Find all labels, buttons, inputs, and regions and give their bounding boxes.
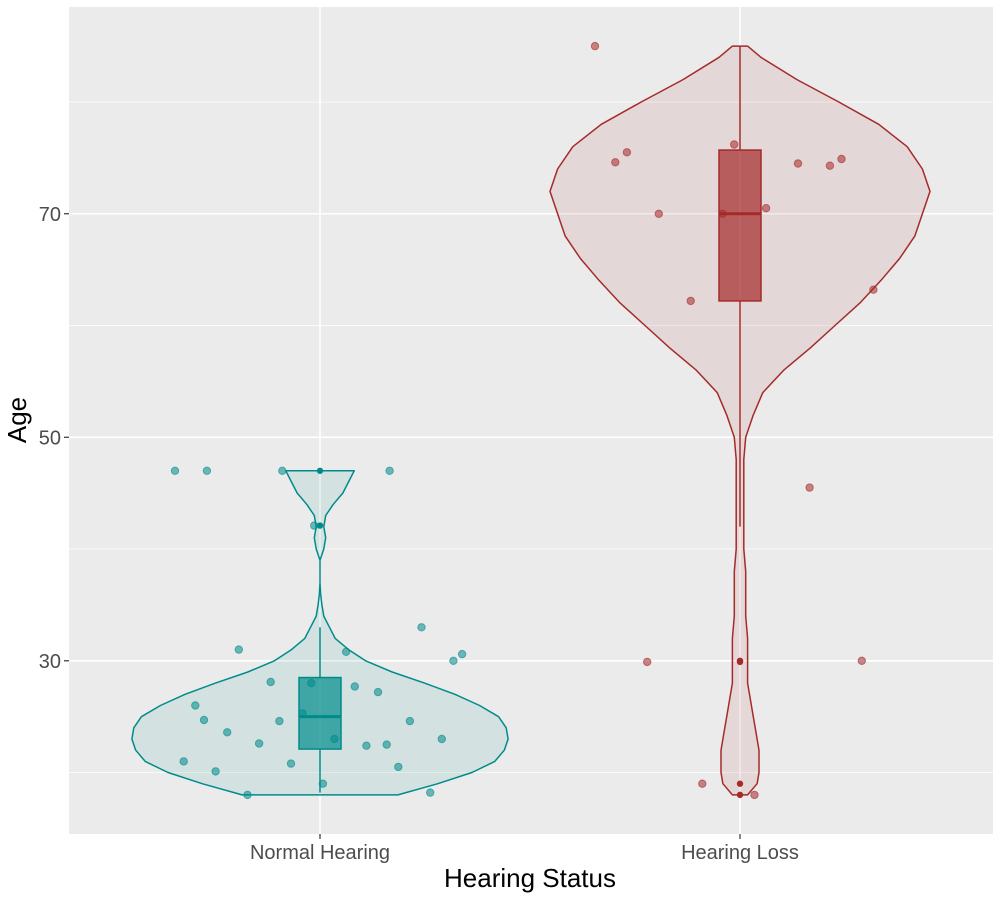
- data-point-normal-hearing: [234, 645, 244, 654]
- data-point-hearing-loss: [750, 790, 759, 800]
- outlier-point-hearing-loss: [736, 657, 744, 664]
- data-point-normal-hearing: [318, 779, 328, 788]
- data-point-hearing-loss: [590, 41, 600, 51]
- data-point-normal-hearing: [278, 466, 287, 475]
- y-tick-label: 70: [39, 204, 61, 226]
- data-point-normal-hearing: [191, 701, 200, 710]
- data-point-normal-hearing: [254, 739, 264, 748]
- axis-layer: 30 50 70 Normal Hearing Hearing Loss: [39, 204, 799, 864]
- data-point-normal-hearing: [394, 762, 403, 772]
- data-point-normal-hearing: [457, 649, 467, 659]
- data-point-hearing-loss: [611, 158, 620, 167]
- data-point-normal-hearing: [417, 623, 426, 632]
- data-point-hearing-loss: [761, 204, 771, 213]
- outlier-point-normal-hearing: [316, 467, 324, 474]
- data-point-normal-hearing: [275, 716, 284, 726]
- data-point-hearing-loss: [730, 140, 739, 149]
- data-point-normal-hearing: [179, 757, 188, 766]
- data-point-hearing-loss: [857, 656, 866, 665]
- data-point-normal-hearing: [243, 790, 252, 800]
- data-point-normal-hearing: [266, 677, 275, 687]
- data-point-normal-hearing: [211, 767, 220, 776]
- outlier-point-hearing-loss: [736, 791, 744, 799]
- box-hearing-loss: [718, 149, 762, 302]
- x-axis-title: Hearing Status: [444, 863, 616, 893]
- data-point-hearing-loss: [654, 209, 663, 219]
- data-point-hearing-loss: [869, 285, 878, 294]
- plot-panel: [69, 7, 993, 834]
- data-point-hearing-loss: [622, 148, 632, 157]
- data-point-normal-hearing: [170, 466, 180, 475]
- data-point-normal-hearing: [341, 647, 351, 656]
- data-point-hearing-loss: [698, 779, 707, 788]
- x-tick-label: Hearing Loss: [681, 842, 799, 864]
- y-tick-label: 30: [39, 651, 61, 673]
- data-point-hearing-loss: [837, 154, 846, 164]
- box-normal-hearing: [298, 676, 342, 750]
- data-point-normal-hearing: [362, 741, 371, 750]
- data-point-normal-hearing: [385, 466, 394, 475]
- y-tick-label: 50: [39, 427, 61, 449]
- data-point-normal-hearing: [426, 788, 435, 797]
- data-point-normal-hearing: [202, 466, 212, 475]
- data-point-hearing-loss: [825, 161, 835, 170]
- data-point-hearing-loss: [643, 657, 652, 667]
- data-point-normal-hearing: [286, 759, 296, 768]
- outlier-point-normal-hearing: [316, 522, 324, 529]
- data-point-hearing-loss: [686, 296, 695, 306]
- outlier-point-hearing-loss: [736, 780, 744, 787]
- data-point-normal-hearing: [382, 740, 391, 749]
- data-point-hearing-loss: [805, 483, 814, 492]
- data-point-normal-hearing: [310, 521, 319, 530]
- data-point-normal-hearing: [350, 682, 359, 691]
- boxplot-layer: [298, 46, 762, 799]
- data-point-normal-hearing: [449, 656, 458, 665]
- x-tick-label: Normal Hearing: [250, 842, 390, 864]
- data-point-normal-hearing: [437, 734, 446, 744]
- y-axis-title: Age: [2, 397, 32, 443]
- data-point-normal-hearing: [373, 687, 383, 697]
- data-point-hearing-loss: [793, 159, 803, 168]
- data-point-normal-hearing: [223, 728, 232, 737]
- data-point-normal-hearing: [199, 715, 209, 725]
- data-point-normal-hearing: [405, 716, 415, 726]
